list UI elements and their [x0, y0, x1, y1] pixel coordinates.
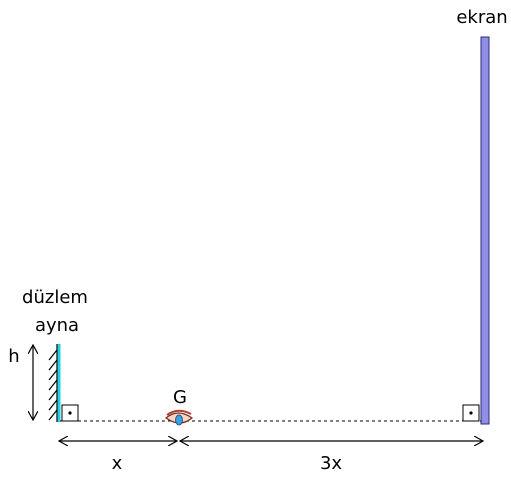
- screen: [480, 36, 490, 425]
- right-angle-dot: [469, 411, 473, 415]
- mirror-label: ayna: [35, 315, 79, 336]
- screen-label: ekran: [456, 7, 507, 28]
- distance-label: x: [112, 453, 123, 474]
- observer-label: G: [173, 387, 187, 408]
- mirror-hatching: [48, 344, 58, 422]
- mirror-label: düzlem: [22, 287, 88, 308]
- height-label: h: [8, 346, 19, 367]
- eye: [165, 409, 193, 426]
- right-angle-dot: [68, 411, 72, 415]
- distance-label: 3x: [320, 453, 342, 474]
- right-angle: [61, 404, 79, 422]
